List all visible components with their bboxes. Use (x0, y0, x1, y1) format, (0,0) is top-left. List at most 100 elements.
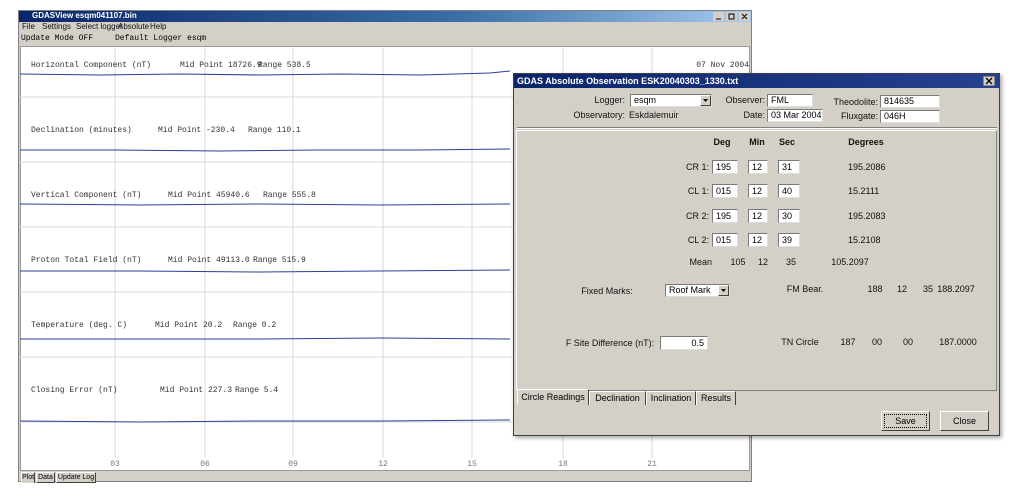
fm-degrees: 188.2097 (937, 284, 975, 294)
fm-bearing-label: FM Bear. (786, 284, 824, 294)
panel-range: Range 5.4 (235, 386, 279, 395)
deg-input[interactable]: 015 (712, 233, 738, 247)
menu-item[interactable]: Absolute (118, 22, 150, 31)
panel-label: Declination (minutes) (31, 126, 132, 135)
tn-degrees: 187.0000 (939, 337, 977, 347)
observatory-value: Eskdalemuir (629, 110, 679, 120)
decimal-degrees: 15.2108 (848, 235, 881, 245)
main-tab[interactable]: Update Log (56, 472, 96, 483)
dialog-button[interactable]: Close (940, 411, 989, 431)
dialog (513, 73, 1000, 436)
theodolite-label: Theodolite: (833, 97, 878, 107)
panel-range: Range 538.5 (258, 61, 311, 70)
menu-item[interactable]: Select logger (76, 22, 123, 31)
dialog-button[interactable]: Save (881, 411, 930, 431)
panel-label: Horizontal Component (nT) (31, 61, 152, 70)
panel-range: Range 515.9 (253, 256, 306, 265)
observer-label: Observer: (725, 95, 765, 105)
theodolite-input[interactable]: 814635 (880, 95, 940, 108)
menu-item[interactable]: Help (150, 22, 167, 31)
traces (20, 70, 511, 423)
main-title-bar (19, 11, 751, 22)
panel-mid-point: Mid Point 18726.9 (180, 61, 262, 70)
panel-mid-point: Mid Point 227.3 (160, 386, 233, 395)
main-tab[interactable]: Data (36, 472, 55, 483)
fm-sec: 35 (922, 284, 933, 294)
sec-input[interactable]: 39 (778, 233, 800, 247)
tab-panel (516, 130, 997, 391)
mean-min: 12 (757, 257, 768, 267)
reading-label: CL 1: (687, 186, 709, 196)
panel-label: Vertical Component (nT) (31, 191, 142, 200)
tn-circle-label: TN Circle (781, 337, 819, 347)
fluxgate-label: Fluxgate: (840, 111, 878, 121)
column-header: Degrees (848, 137, 884, 147)
deg-input[interactable]: 015 (712, 184, 738, 198)
reading-label: CR 1: (685, 162, 709, 172)
date-label: Date: (743, 110, 765, 120)
sec-input[interactable]: 30 (778, 209, 800, 223)
min-input[interactable]: 12 (748, 233, 768, 247)
reading-label: CR 2: (685, 211, 709, 221)
dialog-tab[interactable]: Declination (589, 391, 646, 405)
mean-label: Mean (689, 257, 712, 267)
dialog-close-icon[interactable] (983, 76, 995, 86)
deg-input[interactable]: 195 (712, 209, 738, 223)
fm-min: 12 (896, 284, 907, 294)
x-axis-label: 15 (467, 460, 477, 469)
mean-deg: 105 (730, 257, 746, 267)
logger-select[interactable]: esqm (630, 94, 712, 107)
f-site-label: F Site Difference (nT): (565, 338, 655, 348)
x-axis-label: 09 (288, 460, 298, 469)
sec-input[interactable]: 40 (778, 184, 800, 198)
tn-sec: 00 (902, 337, 913, 347)
dropdown-arrow[interactable] (718, 285, 729, 296)
panel-label: Proton Total Field (nT) (31, 256, 142, 265)
x-axis-label: 12 (378, 460, 388, 469)
decimal-degrees: 195.2086 (848, 162, 886, 172)
fixed-marks-select[interactable]: Roof Mark (665, 284, 730, 297)
dialog-tab[interactable]: Inclination (646, 391, 696, 405)
mean-degrees: 105.2097 (831, 257, 869, 267)
logger-label: Logger: (594, 95, 625, 105)
min-input[interactable]: 12 (748, 209, 768, 223)
dropdown-arrow[interactable] (700, 95, 711, 106)
update-mode[interactable]: Update Mode OFF (21, 34, 94, 43)
panel-mid-point: Mid Point 45940.6 (168, 191, 250, 200)
x-axis-label: 18 (558, 460, 568, 469)
fixed-marks-label: Fixed Marks: (581, 286, 633, 296)
min-input[interactable]: 12 (748, 160, 768, 174)
x-axis-label: 21 (647, 460, 657, 469)
deg-input[interactable]: 195 (712, 160, 738, 174)
menu-item[interactable]: File (22, 22, 35, 31)
date-input[interactable]: 03 Mar 2004 (767, 109, 823, 122)
panel-mid-point: Mid Point -230.4 (158, 126, 235, 135)
column-header: Min (749, 137, 765, 147)
panel-mid-point: Mid Point 49113.0 (168, 256, 250, 265)
sec-input[interactable]: 31 (778, 160, 800, 174)
x-axis-label: 03 (110, 460, 120, 469)
menu-item[interactable]: Settings (42, 22, 71, 31)
decimal-degrees: 195.2083 (848, 211, 886, 221)
default-logger: Default Logger esqm (115, 34, 207, 43)
panel-label: Closing Error (nT) (31, 386, 118, 395)
observer-input[interactable]: FML (767, 94, 813, 107)
min-input[interactable]: 12 (748, 184, 768, 198)
fluxgate-input[interactable]: 046H (880, 110, 940, 123)
panel-label: Temperature (deg. C) (31, 321, 128, 330)
dialog-tab[interactable]: Circle Readings (517, 389, 589, 405)
panel-range: Range 110.1 (248, 126, 301, 135)
panel-range: Range 555.8 (263, 191, 316, 200)
x-axis-label: 06 (200, 460, 210, 469)
main-tab[interactable]: Plot (21, 472, 35, 483)
window-controls[interactable] (713, 12, 751, 21)
observatory-label: Observatory: (573, 110, 625, 120)
panel-range: Range 0.2 (233, 321, 277, 330)
column-header: Deg (713, 137, 731, 147)
plot-date: 07 Nov 2004 (696, 61, 749, 70)
dialog-title-bar (514, 74, 999, 88)
window-title: GDASView esqm041107.bin (32, 11, 137, 20)
f-site-input[interactable]: 0.5 (660, 336, 708, 350)
dialog-tab[interactable]: Results (696, 391, 736, 405)
